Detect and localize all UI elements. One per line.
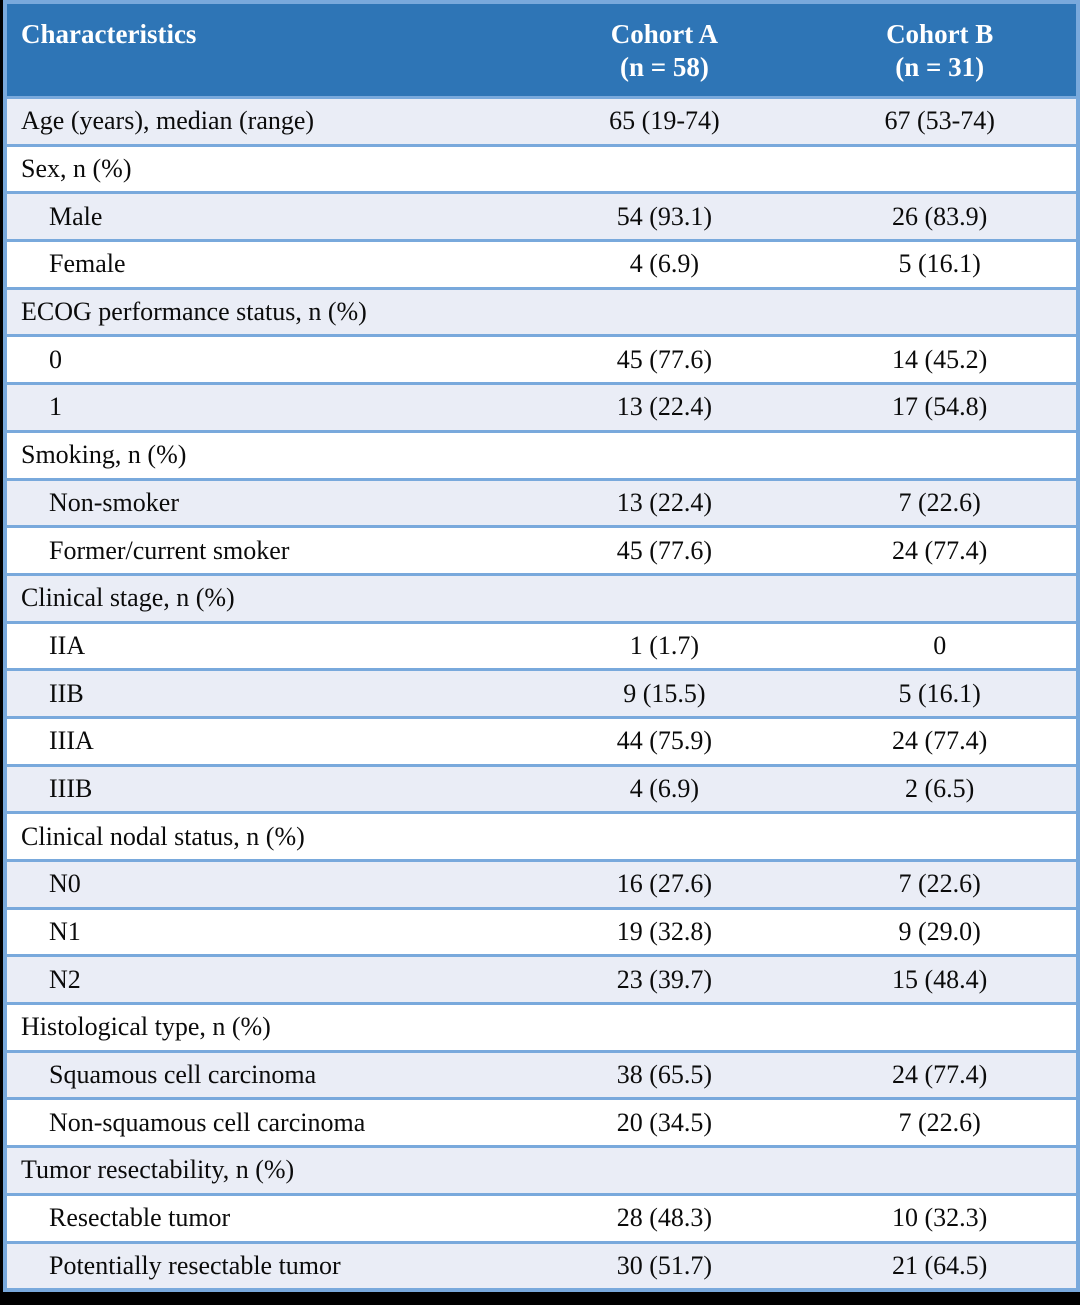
table-row: 1 13 (22.4) 17 (54.8)	[7, 382, 1076, 430]
header-characteristics: Characteristics	[7, 4, 525, 96]
table-row: Former/current smoker 45 (77.6) 24 (77.4…	[7, 525, 1076, 573]
row-label: IIIB	[49, 773, 93, 803]
cohort-b-value: 9 (29.0)	[898, 917, 981, 947]
cohort-a-value: 13 (22.4)	[616, 392, 713, 422]
table-row: Non-squamous cell carcinoma 20 (34.5) 7 …	[7, 1097, 1076, 1146]
table-row: Smoking, n (%)	[7, 429, 1076, 478]
cohort-a-value: 38 (65.5)	[616, 1060, 713, 1090]
header-characteristics-label: Characteristics	[21, 19, 197, 49]
row-label: Non-smoker	[49, 487, 179, 517]
table-row: IIIB 4 (6.9) 2 (6.5)	[7, 763, 1076, 812]
table-row: IIIA 44 (75.9) 24 (77.4)	[7, 715, 1076, 764]
cohort-b-value: 67 (53-74)	[884, 106, 995, 136]
row-label: Tumor resectability, n (%)	[21, 1155, 295, 1185]
table-row: Resectable tumor 28 (48.3) 10 (32.3)	[7, 1192, 1076, 1241]
header-cohort-a-label: Cohort A	[610, 19, 719, 49]
cohort-a-value: 44 (75.9)	[616, 726, 713, 756]
row-label: IIIA	[49, 726, 94, 756]
table-row: ECOG performance status, n (%)	[7, 286, 1076, 335]
cohort-a-value: 28 (48.3)	[616, 1203, 713, 1233]
cohort-b-value: 15 (48.4)	[892, 964, 988, 994]
row-label: Male	[49, 201, 103, 231]
header-cohort-a-n: (n = 58)	[619, 52, 709, 82]
characteristics-table: Characteristics Cohort A (n = 58) Cohort…	[3, 0, 1080, 1292]
row-label: N1	[49, 917, 81, 947]
cohort-a-value: 1 (1.7)	[629, 630, 700, 660]
cohort-b-value: 14 (45.2)	[892, 344, 988, 374]
row-label: Resectable tumor	[49, 1203, 231, 1233]
row-label: N0	[49, 869, 81, 899]
row-label: N2	[49, 964, 81, 994]
table-row: Non-smoker 13 (22.4) 7 (22.6)	[7, 477, 1076, 526]
cohort-a-value: 16 (27.6)	[616, 869, 713, 899]
table-row: Squamous cell carcinoma 38 (65.5) 24 (77…	[7, 1049, 1076, 1098]
table-row: Tumor resectability, n (%)	[7, 1145, 1076, 1193]
row-label: Non-squamous cell carcinoma	[49, 1107, 366, 1137]
row-label: 1	[49, 392, 62, 422]
table-row: N1 19 (32.8) 9 (29.0)	[7, 906, 1076, 955]
cohort-b-value: 5 (16.1)	[898, 678, 981, 708]
table-body: Characteristics Cohort A (n = 58) Cohort…	[7, 4, 1076, 1289]
table-row: Clinical nodal status, n (%)	[7, 811, 1076, 859]
table-row: Male 54 (93.1) 26 (83.9)	[7, 191, 1076, 240]
table-row: IIA 1 (1.7) 0	[7, 620, 1076, 669]
cohort-a-value: 23 (39.7)	[616, 964, 713, 994]
cohort-a-value: 65 (19-74)	[609, 106, 720, 136]
row-label: ECOG performance status, n (%)	[21, 297, 367, 327]
header-cohort-b-label: Cohort B	[886, 19, 994, 49]
cohort-b-value: 24 (77.4)	[892, 726, 988, 756]
cohort-b-value: 10 (32.3)	[892, 1203, 988, 1233]
cohort-b-value: 21 (64.5)	[892, 1250, 988, 1280]
cohort-b-value: 17 (54.8)	[892, 392, 988, 422]
cohort-b-value: 24 (77.4)	[892, 1060, 988, 1090]
table-row: IIB 9 (15.5) 5 (16.1)	[7, 668, 1076, 716]
cohort-a-value: 54 (93.1)	[616, 201, 713, 231]
row-label: Clinical stage, n (%)	[21, 583, 235, 613]
table-row: Histological type, n (%)	[7, 1002, 1076, 1050]
row-label: Sex, n (%)	[21, 154, 132, 184]
table-row: Clinical stage, n (%)	[7, 572, 1076, 621]
row-label: Histological type, n (%)	[21, 1012, 271, 1042]
table-row: Female 4 (6.9) 5 (16.1)	[7, 239, 1076, 287]
row-label: 0	[49, 344, 62, 374]
table-row: N0 16 (27.6) 7 (22.6)	[7, 859, 1076, 907]
row-label: IIA	[49, 630, 86, 660]
row-label: Potentially resectable tumor	[49, 1250, 341, 1280]
cohort-b-value: 24 (77.4)	[892, 535, 988, 565]
cohort-a-value: 20 (34.5)	[616, 1107, 713, 1137]
row-label: IIB	[49, 678, 84, 708]
cohort-a-value: 19 (32.8)	[616, 917, 713, 947]
header-cohort-b: Cohort B (n = 31)	[803, 4, 1076, 96]
cohort-b-value: 5 (16.1)	[898, 249, 981, 279]
cohort-a-value: 13 (22.4)	[616, 487, 713, 517]
cohort-b-value: 26 (83.9)	[892, 201, 988, 231]
row-label: Age (years), median (range)	[21, 106, 315, 136]
header-cohort-b-n: (n = 31)	[895, 52, 985, 82]
table-row: Potentially resectable tumor 30 (51.7) 2…	[7, 1240, 1076, 1289]
table-row: N2 23 (39.7) 15 (48.4)	[7, 954, 1076, 1003]
row-label: Smoking, n (%)	[21, 440, 187, 470]
row-label: Clinical nodal status, n (%)	[21, 821, 305, 851]
table-row: Age (years), median (range) 65 (19-74) 6…	[7, 96, 1076, 144]
row-label: Female	[49, 249, 126, 279]
row-label: Former/current smoker	[49, 535, 290, 565]
cohort-a-value: 30 (51.7)	[616, 1250, 713, 1280]
cohort-b-value: 0	[933, 630, 947, 660]
header-cohort-a: Cohort A (n = 58)	[525, 4, 803, 96]
cohort-b-value: 7 (22.6)	[898, 869, 981, 899]
cohort-b-value: 2 (6.5)	[905, 773, 975, 803]
table-header-row: Characteristics Cohort A (n = 58) Cohort…	[7, 4, 1076, 96]
cohort-b-value: 7 (22.6)	[898, 1107, 981, 1137]
row-label: Squamous cell carcinoma	[49, 1060, 317, 1090]
cohort-a-value: 4 (6.9)	[629, 773, 700, 803]
cohort-a-value: 9 (15.5)	[623, 678, 706, 708]
table-row: Sex, n (%)	[7, 143, 1076, 192]
cohort-b-value: 7 (22.6)	[898, 487, 981, 517]
cohort-a-value: 45 (77.6)	[616, 535, 713, 565]
table-row: 0 45 (77.6) 14 (45.2)	[7, 334, 1076, 383]
cohort-a-value: 45 (77.6)	[616, 344, 713, 374]
cohort-a-value: 4 (6.9)	[629, 249, 700, 279]
